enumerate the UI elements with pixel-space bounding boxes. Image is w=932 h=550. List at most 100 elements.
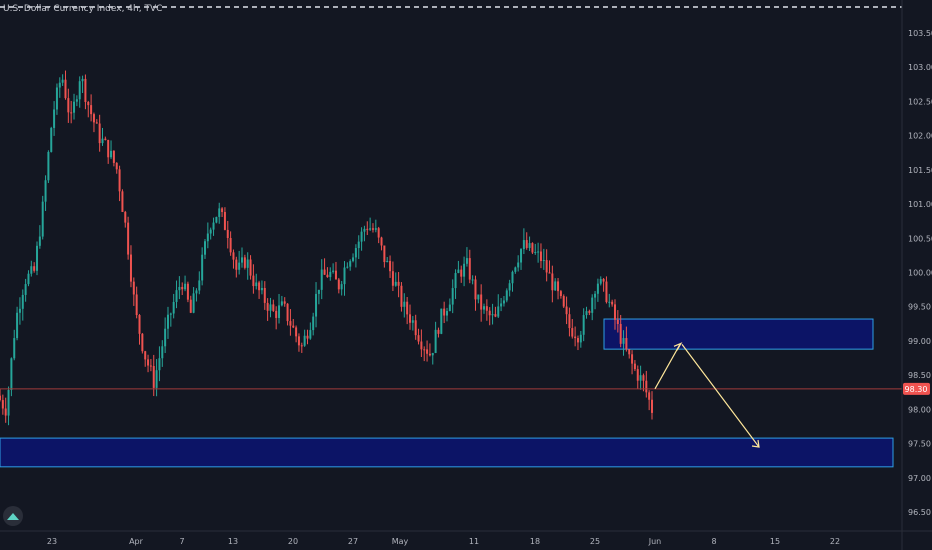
candle-body — [87, 101, 90, 106]
candle-body — [278, 305, 281, 318]
candle-body — [73, 101, 76, 113]
candle-body — [95, 122, 98, 124]
candle-body — [223, 212, 226, 230]
candle-body — [186, 283, 189, 300]
candle-body — [440, 308, 443, 334]
candle-body — [118, 169, 121, 192]
candle-body — [360, 231, 363, 242]
candle-body — [414, 320, 417, 336]
candle-body — [144, 351, 147, 360]
candle-body — [221, 208, 224, 213]
candle-body — [502, 300, 505, 304]
candle-body — [78, 81, 81, 100]
candle-body — [628, 349, 631, 355]
candle-body — [431, 352, 434, 356]
candle-body — [428, 353, 431, 356]
candle-body — [488, 310, 491, 316]
candle-body — [474, 279, 477, 300]
candle-body — [124, 211, 127, 223]
candle-body — [215, 216, 218, 223]
price-axis[interactable]: 96.50 97.00 97.50 98.00 98.50 99.00 99.50 100.0… — [901, 0, 932, 550]
candle-body — [252, 275, 255, 287]
candle-body — [201, 254, 204, 281]
candle-body — [38, 236, 41, 246]
candle-body — [155, 370, 158, 388]
candle-body — [633, 363, 636, 370]
candle-body — [129, 254, 132, 282]
candle-body — [18, 308, 21, 313]
candle-body — [554, 281, 557, 291]
candle-body — [642, 375, 645, 381]
candle-body — [289, 321, 292, 326]
candle-body — [50, 127, 53, 152]
arrow-head-down — [751, 439, 760, 448]
price-tick-label: 102.50 — [908, 97, 932, 106]
candle-body — [229, 237, 232, 253]
candle-body — [366, 228, 369, 230]
candle-body — [178, 286, 181, 291]
candle-body — [625, 338, 628, 350]
candle-body — [249, 259, 252, 276]
candle-body — [275, 310, 278, 318]
candle-body — [377, 228, 380, 238]
price-tick-label: 98.50 — [908, 371, 931, 380]
candle-body — [380, 237, 383, 246]
candle-body — [434, 329, 437, 353]
candle-body — [383, 245, 386, 263]
candle-body — [559, 291, 562, 297]
candle-body — [397, 281, 400, 286]
candle-body — [1, 400, 4, 409]
candle-body — [7, 389, 10, 416]
candle-body — [468, 258, 471, 280]
candle-body — [531, 243, 534, 253]
candle-body — [517, 262, 520, 268]
support-zone[interactable] — [0, 437, 894, 468]
candle-body — [84, 78, 87, 102]
zones-layer[interactable] — [0, 318, 894, 468]
candle-body — [47, 151, 50, 181]
candle-body — [508, 283, 511, 291]
candle-body — [403, 301, 406, 307]
candle-body — [352, 257, 355, 262]
candle-body — [4, 408, 7, 416]
current-price-layer: 98.30 — [0, 382, 930, 395]
candle-body — [147, 359, 150, 366]
tradingview-logo-icon[interactable] — [3, 506, 23, 526]
candle-body — [571, 328, 574, 337]
candle-body — [58, 82, 61, 88]
candle-body — [411, 320, 414, 323]
candle-body — [36, 245, 39, 271]
chart-title: U.S. Dollar Currency Index, 4h, TVC — [3, 4, 163, 14]
time-tick-label: 25 — [590, 537, 600, 546]
candle-body — [104, 138, 107, 140]
candle-body — [292, 325, 295, 328]
candle-body — [260, 287, 263, 291]
candle-body — [195, 290, 198, 294]
resistance-zone[interactable] — [603, 318, 874, 350]
candle-body — [619, 323, 622, 344]
time-axis[interactable]: 23 Apr 7 13 20 27 May 11 18 25 Jun 8 15 22 — [0, 530, 932, 546]
candle-body — [135, 294, 138, 316]
candle-body — [471, 279, 474, 281]
candle-body — [448, 304, 451, 312]
candle-body — [198, 280, 201, 291]
candle-body — [394, 281, 397, 286]
time-tick-label: 18 — [530, 537, 540, 546]
candle-body — [161, 346, 164, 359]
candle-body — [149, 365, 152, 367]
candle-body — [326, 274, 329, 278]
candle-body — [33, 266, 36, 271]
candle-body — [565, 306, 568, 315]
candle-body — [545, 260, 548, 273]
candle-body — [389, 260, 392, 272]
candle-body — [340, 284, 343, 290]
candle-body — [611, 301, 614, 305]
candle-body — [184, 283, 187, 290]
candles-layer — [0, 70, 653, 426]
price-tick-label: 98.00 — [908, 405, 931, 414]
candle-body — [491, 314, 494, 316]
candle-body — [494, 314, 497, 317]
candle-body — [343, 267, 346, 285]
